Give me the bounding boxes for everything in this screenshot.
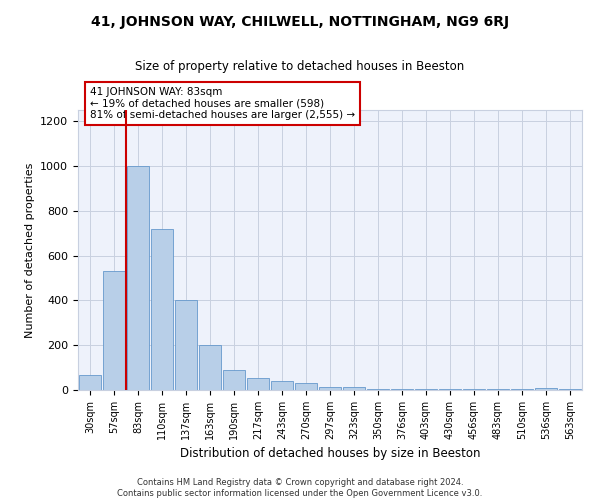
Bar [175, 300, 197, 390]
Bar [151, 228, 173, 390]
Bar [103, 272, 125, 390]
Bar [343, 386, 365, 390]
Bar [223, 370, 245, 390]
Bar [271, 381, 293, 390]
Bar [367, 389, 389, 390]
Bar [487, 389, 509, 390]
Bar [295, 384, 317, 390]
Bar [319, 386, 341, 390]
Bar [439, 389, 461, 390]
Bar [391, 389, 413, 390]
Bar [559, 389, 581, 390]
Bar [415, 389, 437, 390]
Bar [535, 388, 557, 390]
Text: 41 JOHNSON WAY: 83sqm
← 19% of detached houses are smaller (598)
81% of semi-det: 41 JOHNSON WAY: 83sqm ← 19% of detached … [90, 87, 355, 120]
Text: Size of property relative to detached houses in Beeston: Size of property relative to detached ho… [136, 60, 464, 73]
Bar [463, 389, 485, 390]
X-axis label: Distribution of detached houses by size in Beeston: Distribution of detached houses by size … [180, 448, 480, 460]
Bar [127, 166, 149, 390]
Bar [511, 389, 533, 390]
Text: Contains HM Land Registry data © Crown copyright and database right 2024.
Contai: Contains HM Land Registry data © Crown c… [118, 478, 482, 498]
Y-axis label: Number of detached properties: Number of detached properties [25, 162, 35, 338]
Bar [199, 345, 221, 390]
Text: 41, JOHNSON WAY, CHILWELL, NOTTINGHAM, NG9 6RJ: 41, JOHNSON WAY, CHILWELL, NOTTINGHAM, N… [91, 15, 509, 29]
Bar [79, 376, 101, 390]
Bar [247, 378, 269, 390]
